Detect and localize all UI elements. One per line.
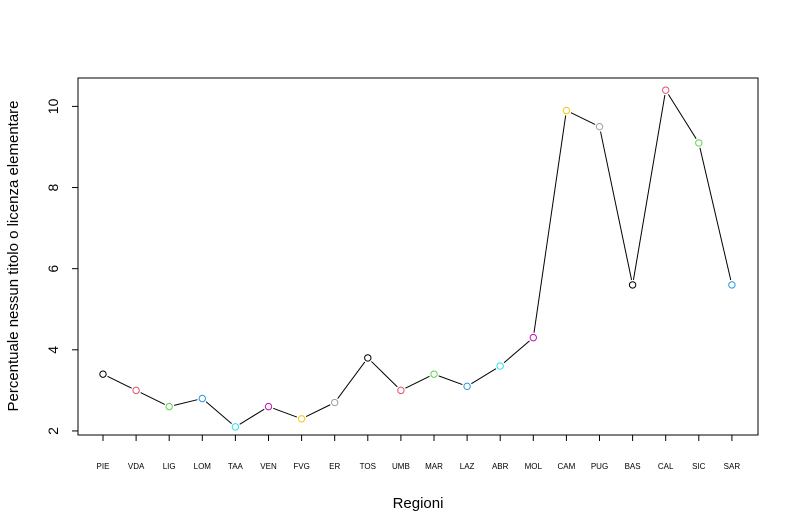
x-tick-label: LIG: [163, 462, 176, 471]
data-point: [430, 370, 438, 378]
line-segment: [471, 368, 497, 385]
line-segment: [337, 361, 366, 399]
x-tick-label: UMB: [392, 462, 410, 471]
x-tick-label: LAZ: [460, 462, 475, 471]
line-segment: [205, 401, 232, 425]
x-axis: PIE VDA LIG LOM TAA VEN FVG ER TOS UMB MAR LAZ ABR MO…: [97, 434, 741, 471]
data-point: [231, 423, 240, 431]
line-segment: [371, 361, 398, 388]
x-tick-label: LOM: [194, 462, 212, 471]
line-segment: [107, 375, 132, 389]
data-point: [662, 86, 670, 94]
line-segment: [405, 375, 430, 389]
line-segment: [699, 147, 732, 281]
line-segment: [503, 340, 530, 364]
y-axis: 2 4 6 8 10: [45, 98, 79, 435]
x-tick-label: FVG: [293, 462, 309, 471]
x-tick-label: ER: [329, 462, 340, 471]
data-point: [364, 354, 372, 362]
data-point: [562, 106, 571, 115]
line-segment: [140, 392, 165, 405]
x-tick-label: CAM: [558, 462, 576, 471]
x-tick-label: ABR: [492, 462, 509, 471]
line-segment: [273, 407, 298, 418]
data-point: [297, 415, 306, 423]
y-tick-label: 4: [45, 346, 61, 354]
line-segment: [438, 375, 463, 386]
x-tick-label: VEN: [260, 462, 277, 471]
x-tick-label: VDA: [128, 462, 145, 471]
line-segment: [632, 95, 666, 281]
data-point: [496, 362, 504, 370]
y-tick-label: 6: [45, 265, 61, 273]
line-segment: [173, 399, 198, 406]
data-point: [264, 402, 273, 411]
data-point: [397, 386, 405, 395]
data-point: [728, 281, 736, 289]
data-point: [695, 139, 703, 147]
line-segment: [667, 94, 697, 139]
data-point: [331, 398, 339, 407]
line-segment: [533, 115, 567, 333]
y-tick-label: 10: [45, 98, 61, 114]
data-point: [628, 281, 637, 289]
y-tick-label: 2: [45, 427, 61, 435]
data-point: [99, 370, 107, 378]
line-segment: [305, 404, 331, 418]
line-segment: [600, 131, 633, 281]
x-tick-label: PUG: [591, 462, 608, 471]
x-tick-label: MOL: [525, 462, 543, 471]
data-point: [529, 333, 537, 342]
x-tick-label: TAA: [228, 462, 244, 471]
x-tick-label: SIC: [692, 462, 706, 471]
x-tick-label: PIE: [97, 462, 110, 471]
x-tick-label: TOS: [360, 462, 376, 471]
data-point: [198, 394, 207, 403]
series-line: [107, 94, 732, 425]
y-axis-title: Percentuale nessun titolo o licenza elem…: [5, 100, 22, 411]
x-tick-label: BAS: [625, 462, 641, 471]
x-tick-label: SAR: [724, 462, 741, 471]
y-tick-label: 8: [45, 183, 61, 191]
data-point: [463, 382, 471, 391]
x-tick-label: CAL: [658, 462, 674, 471]
data-point: [165, 402, 173, 411]
line-segment: [239, 408, 265, 425]
x-axis-title: Regioni: [393, 495, 444, 512]
line-segment: [570, 112, 596, 125]
data-point: [595, 122, 604, 131]
data-point: [132, 386, 140, 395]
x-tick-label: MAR: [425, 462, 443, 471]
data-points: [99, 86, 736, 431]
